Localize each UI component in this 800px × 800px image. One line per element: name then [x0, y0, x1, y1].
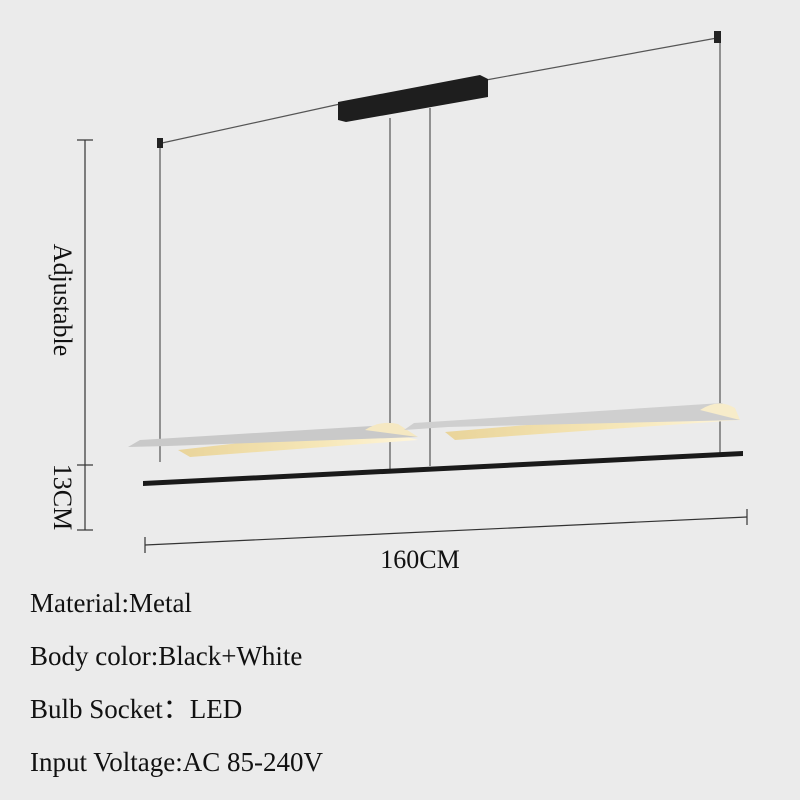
dimension-lines [77, 139, 748, 553]
lamp-bar [143, 451, 743, 486]
spec-line: Body color:Black+White [30, 641, 302, 671]
width-label: 160CM [380, 545, 459, 574]
wire-cap [714, 31, 721, 43]
lamp-shade [365, 422, 418, 437]
height-label: Adjustable [48, 244, 77, 357]
wire-cap [157, 138, 163, 148]
spec-line: Material:Metal [30, 588, 192, 618]
canopy [338, 75, 488, 122]
spec-line: Input Voltage:AC 85-240V [30, 747, 323, 777]
drop-label: 13CM [48, 464, 77, 530]
lamp-wires [159, 37, 721, 470]
lamp-shade [404, 403, 740, 430]
lamp-shade [128, 425, 418, 447]
spec-line: Bulb Socket：LED [30, 694, 242, 724]
lamp-shade [700, 403, 740, 420]
